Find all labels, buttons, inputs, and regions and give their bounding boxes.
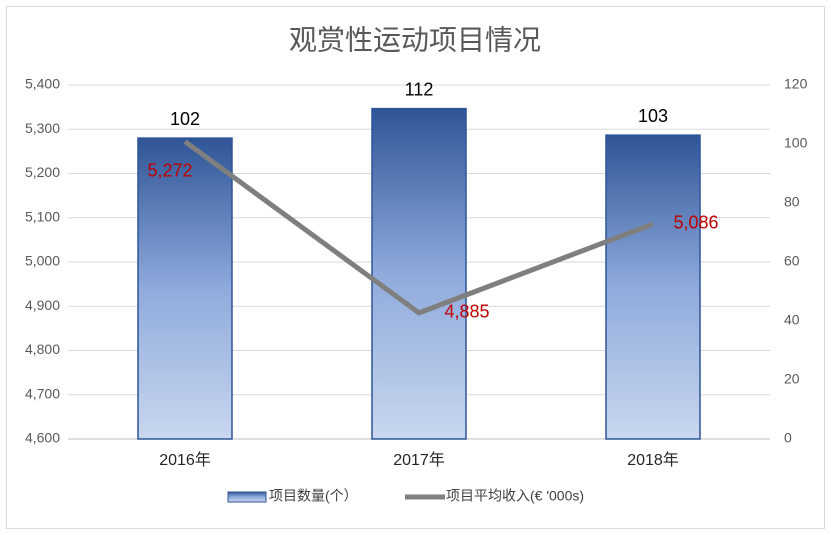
- x-tick-label: 2018年: [627, 451, 679, 469]
- y-tick-label: 5,300: [25, 120, 60, 136]
- bar: [605, 134, 701, 440]
- line-value-label: 5,272: [147, 160, 192, 180]
- y-tick-label: 4,600: [25, 430, 60, 446]
- bar-value-label: 103: [638, 106, 668, 126]
- y2-tick-label: 120: [784, 76, 808, 92]
- y2-tick-label: 40: [784, 312, 800, 328]
- y2-tick-label: 20: [784, 371, 800, 387]
- y2-tick-label: 80: [784, 194, 800, 210]
- bar-value-label: 112: [405, 79, 434, 99]
- y-tick-label: 4,900: [25, 297, 60, 313]
- y-tick-label: 5,200: [25, 164, 60, 180]
- line-value-label: 5,086: [673, 213, 718, 233]
- y-tick-label: 4,800: [25, 341, 60, 357]
- legend-label: 项目数量(个）: [269, 488, 358, 504]
- y2-tick-label: 100: [784, 135, 808, 151]
- legend-swatch: [227, 491, 267, 503]
- bar: [137, 137, 233, 440]
- chart-title: 观赏性运动项目情况: [289, 24, 541, 55]
- y-tick-label: 5,400: [25, 76, 60, 92]
- y-tick-label: 5,000: [25, 253, 60, 269]
- line: [183, 139, 654, 316]
- legend-label: 项目平均收入(€ '000s): [446, 488, 584, 504]
- x-tick-label: 2016年: [159, 451, 211, 469]
- x-tick-label: 2017年: [393, 451, 445, 469]
- bar-value-label: 102: [170, 109, 200, 129]
- y2-tick-label: 60: [784, 253, 800, 269]
- y-tick-label: 5,100: [25, 208, 60, 224]
- y-tick-label: 4,700: [25, 385, 60, 401]
- bar: [371, 107, 467, 440]
- y2-tick-label: 0: [784, 430, 792, 446]
- line-value-label: 4,885: [444, 302, 489, 322]
